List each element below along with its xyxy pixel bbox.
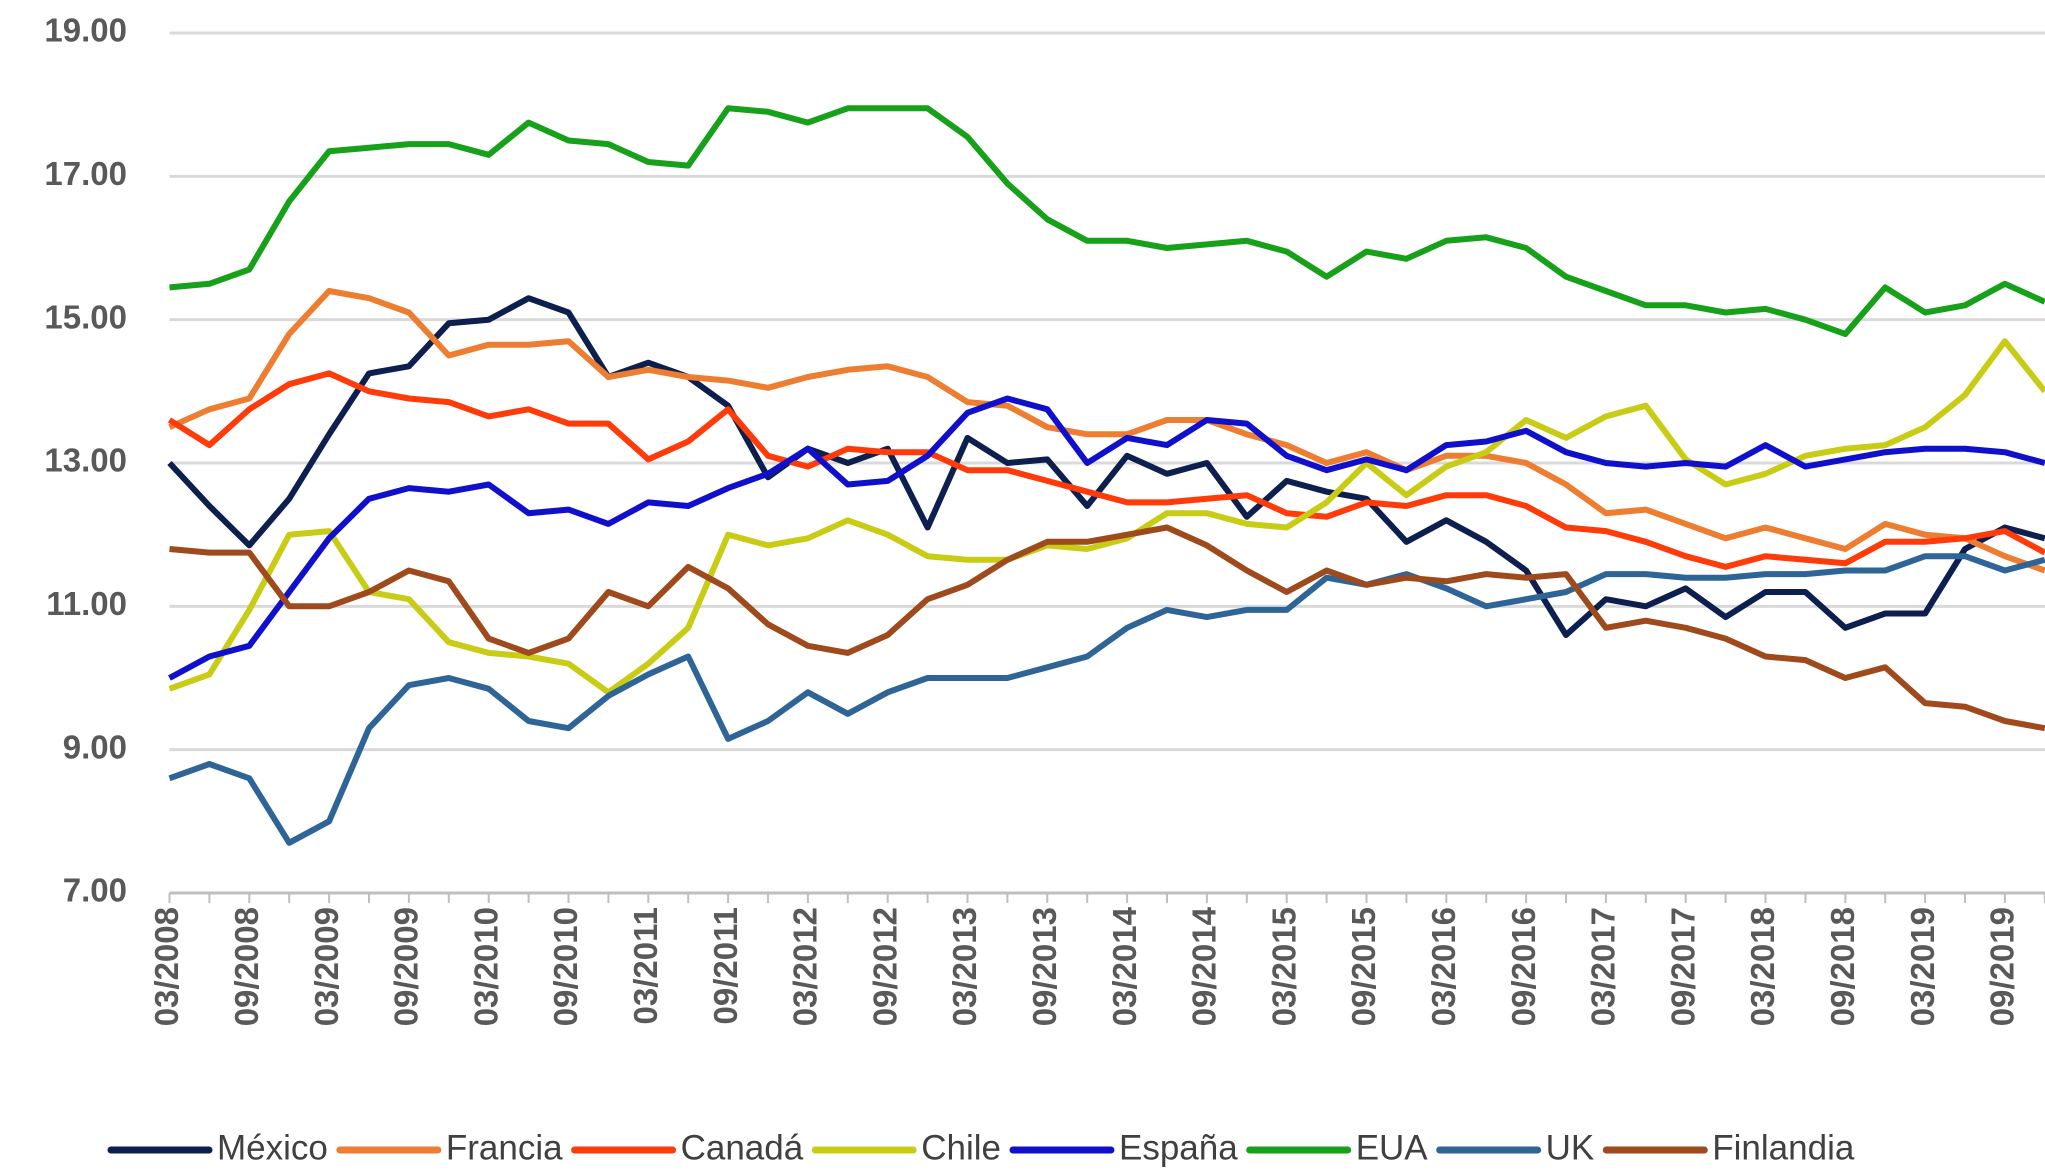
x-tick-label: 03/2008 [148,907,185,1026]
legend-label: México [217,1128,328,1167]
legend-label: Chile [921,1128,1001,1167]
x-tick-label: 09/2013 [1026,907,1063,1026]
legend-label: EUA [1356,1128,1429,1167]
x-tick-label: 09/2017 [1664,907,1701,1026]
legend-label: España [1119,1128,1238,1167]
series-line [168,288,2045,574]
y-tick-label: 9.00 [63,728,127,765]
y-tick-label: 11.00 [46,585,127,622]
y-tick-label: 17.00 [44,155,127,192]
y-tick-label: 7.00 [63,872,127,909]
x-tick-label: 03/2010 [467,907,504,1026]
x-tick-label: 09/2012 [866,907,903,1026]
x-tick-label: 09/2009 [388,907,425,1026]
x-tick-label: 09/2010 [547,907,584,1026]
legend-label: Francia [446,1128,563,1167]
series-line [168,338,2045,696]
x-tick-label: 09/2015 [1345,907,1382,1026]
x-tick-label: 09/2018 [1824,907,1861,1026]
x-tick-label: 03/2019 [1904,907,1941,1026]
x-tick-label: 03/2013 [946,907,983,1026]
series-line [168,395,2045,681]
series-line [169,524,2045,732]
series-line [168,553,2045,846]
legend-label: UK [1546,1128,1595,1167]
series-line [167,295,2045,638]
x-tick-label: 03/2009 [308,907,345,1026]
x-tick-label: 03/2011 [627,907,664,1024]
series-line [169,105,2045,337]
x-tick-label: 09/2014 [1186,906,1223,1026]
x-tick-label: 03/2012 [787,907,824,1026]
x-tick-label: 09/2019 [1984,907,2021,1026]
y-tick-label: 15.00 [44,298,127,335]
x-tick-label: 03/2015 [1265,907,1302,1026]
x-tick-label: 03/2016 [1425,907,1462,1026]
x-tick-label: 03/2014 [1106,906,1143,1026]
y-tick-label: 19.00 [44,12,127,49]
legend-label: Finlandia [1712,1128,1855,1167]
x-tick-label: 03/2017 [1585,907,1622,1026]
legend-label: Canadá [681,1128,804,1167]
x-tick-label: 03/2018 [1744,907,1781,1026]
x-tick-label: 09/2016 [1505,907,1542,1026]
x-tick-label: 09/2008 [228,907,265,1026]
series-line [167,370,2045,570]
x-tick-label: 09/2011 [707,907,744,1024]
y-tick-label: 13.00 [44,442,127,479]
